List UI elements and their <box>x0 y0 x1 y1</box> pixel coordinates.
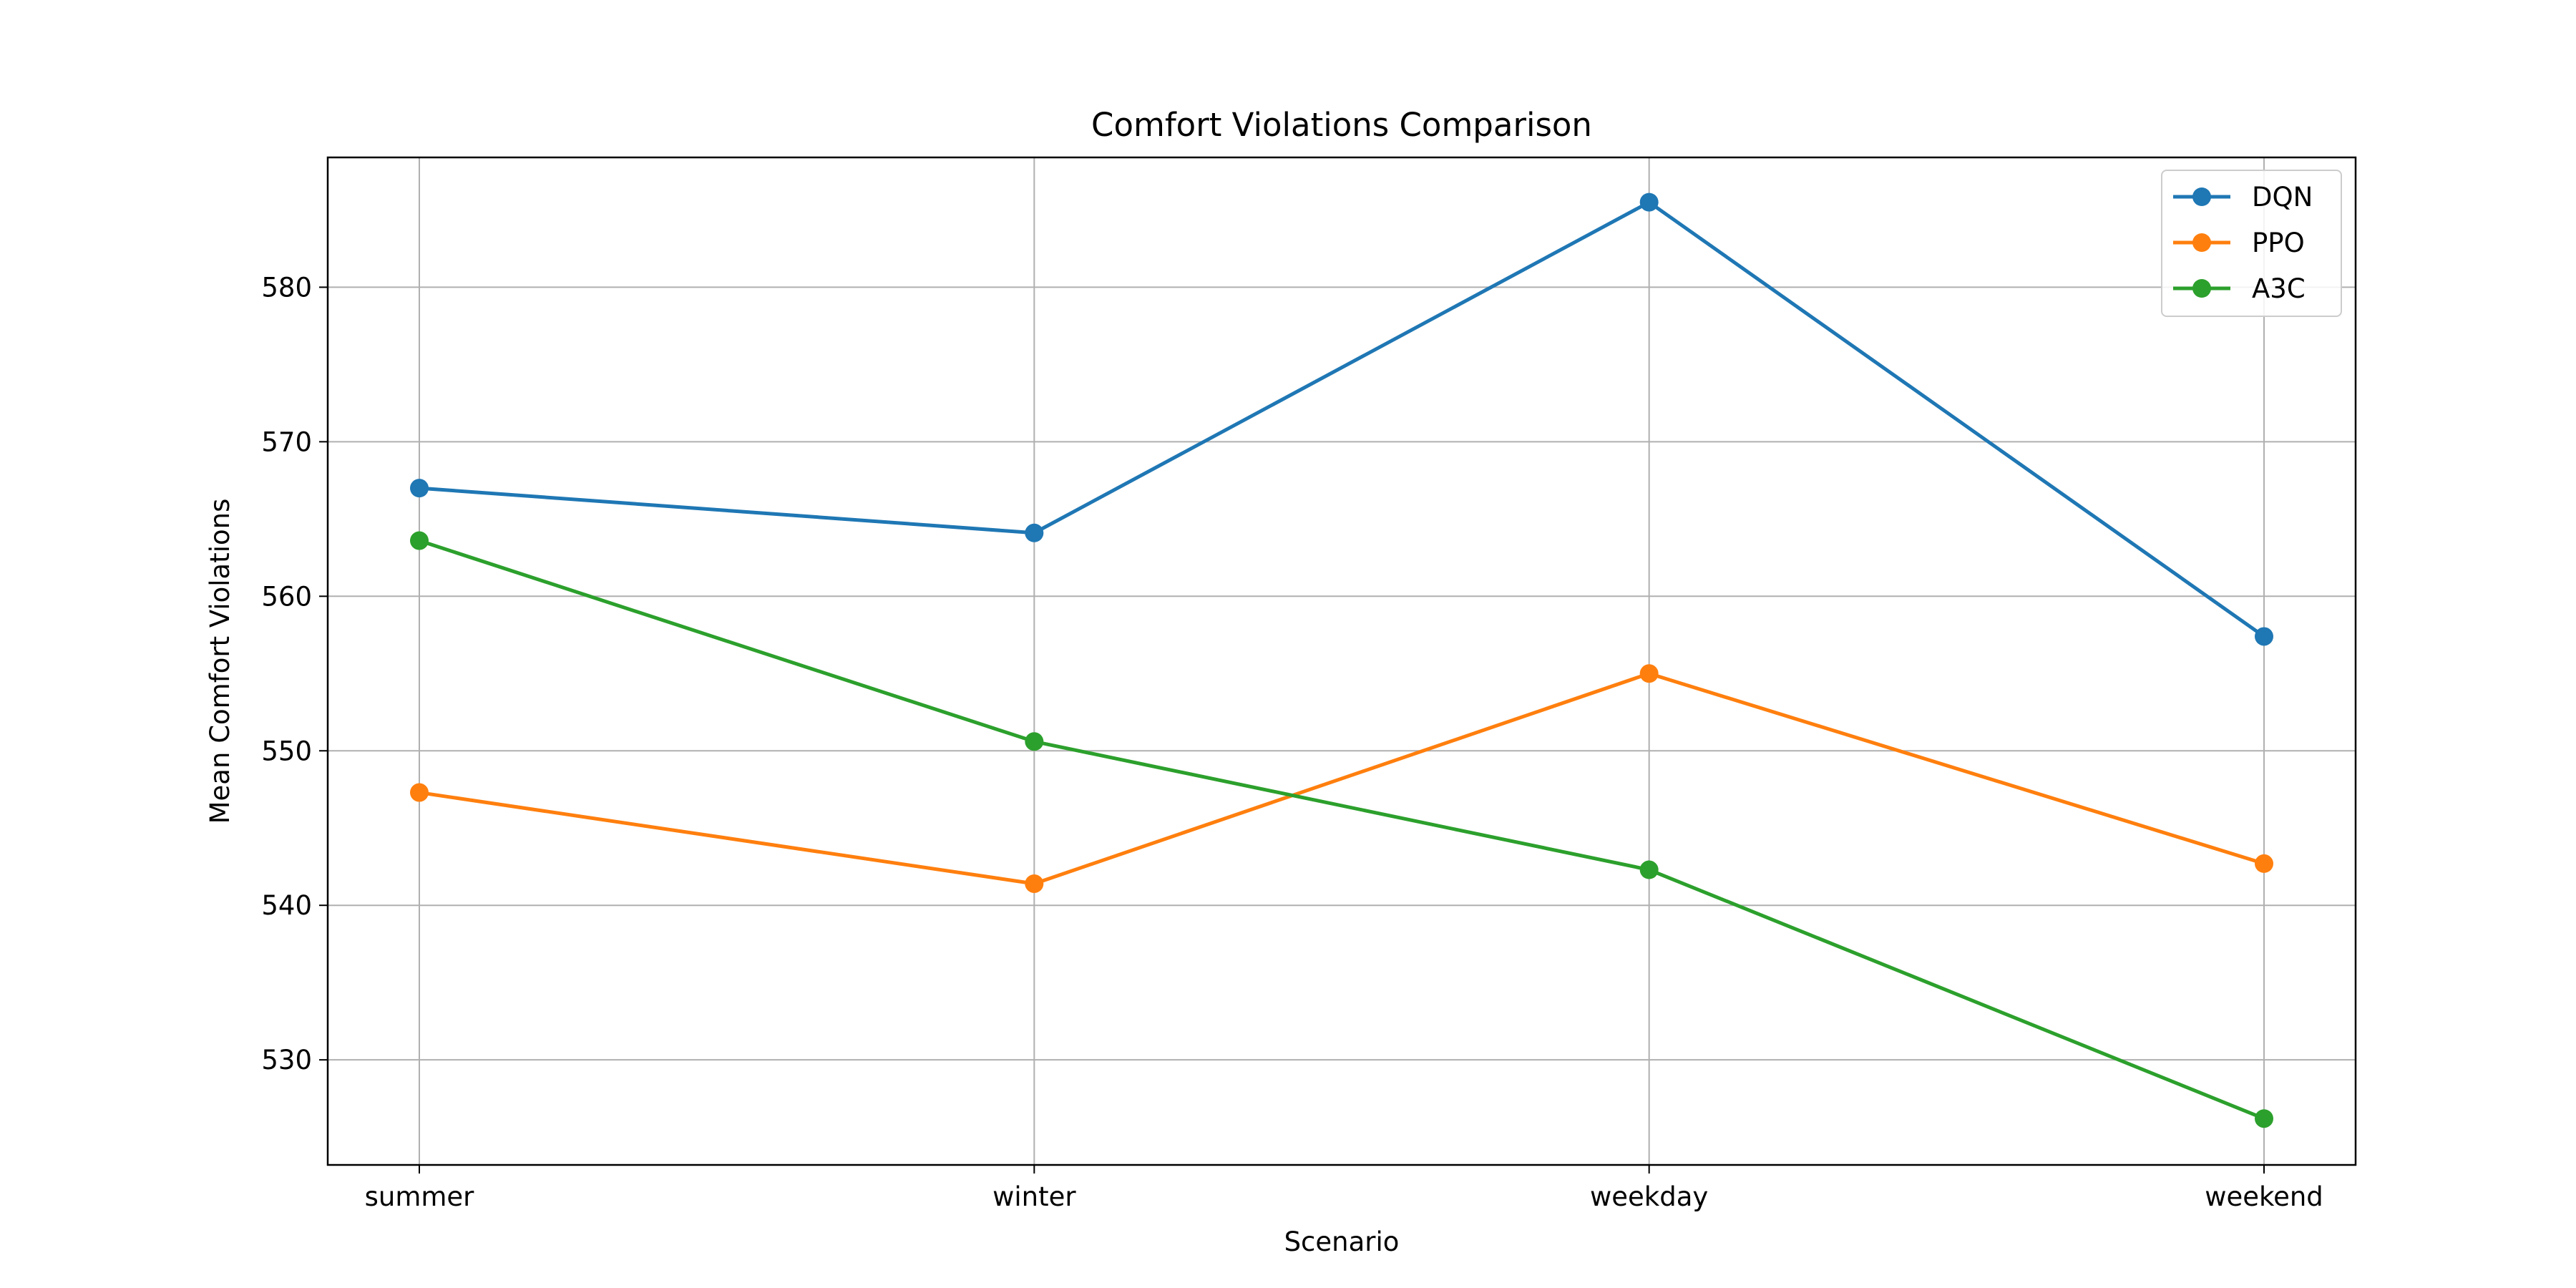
series-layer <box>410 192 2273 1128</box>
series-line-ppo <box>417 671 2267 886</box>
y-axis-title: Mean Comfort Violations <box>205 499 235 824</box>
y-tick-label: 540 <box>261 890 312 921</box>
data-point-a3c <box>1639 860 1659 879</box>
x-tick-label: weekday <box>1590 1181 1708 1212</box>
x-tick-label: summer <box>365 1181 475 1212</box>
x-tick-label: winter <box>992 1181 1076 1212</box>
x-axis-title: Scenario <box>1284 1226 1400 1257</box>
series-line-a3c <box>416 538 2267 1121</box>
legend-label-ppo: PPO <box>2252 228 2305 258</box>
legend-box <box>2161 170 2342 317</box>
data-point-dqn <box>410 479 429 498</box>
legend-marker-dqn <box>2192 187 2211 206</box>
data-point-a3c <box>1025 732 1044 751</box>
chart-title: Comfort Violations Comparison <box>1091 106 1592 144</box>
data-point-dqn <box>1639 192 1659 212</box>
series-line-dqn <box>417 200 2267 639</box>
data-point-ppo <box>1025 874 1044 893</box>
y-tick-label: 530 <box>261 1045 312 1075</box>
legend-marker-a3c <box>2192 279 2211 298</box>
y-tick-label: 560 <box>261 581 312 612</box>
x-tick-label: weekend <box>2205 1181 2323 1212</box>
legend-marker-ppo <box>2192 233 2211 252</box>
data-point-dqn <box>1025 523 1044 542</box>
y-tick-label: 550 <box>261 736 312 766</box>
y-tick-label: 570 <box>261 426 312 457</box>
data-point-ppo <box>1639 664 1659 683</box>
data-point-a3c <box>410 531 429 550</box>
y-tick-label: 580 <box>261 272 312 303</box>
grid-layer <box>328 157 2356 1165</box>
y-axis: 530 540 550 560 570 580 <box>261 272 328 1075</box>
x-axis: summer winter weekday weekend <box>365 1165 2323 1212</box>
data-point-a3c <box>2255 1109 2273 1128</box>
data-point-ppo <box>410 783 429 802</box>
legend-label-dqn: DQN <box>2252 182 2313 213</box>
legend-label-a3c: A3C <box>2252 273 2306 304</box>
legend: DQN PPO A3C <box>2161 170 2342 317</box>
data-point-dqn <box>2255 627 2273 646</box>
plot-frame <box>326 156 2357 1166</box>
data-point-ppo <box>2255 854 2273 873</box>
